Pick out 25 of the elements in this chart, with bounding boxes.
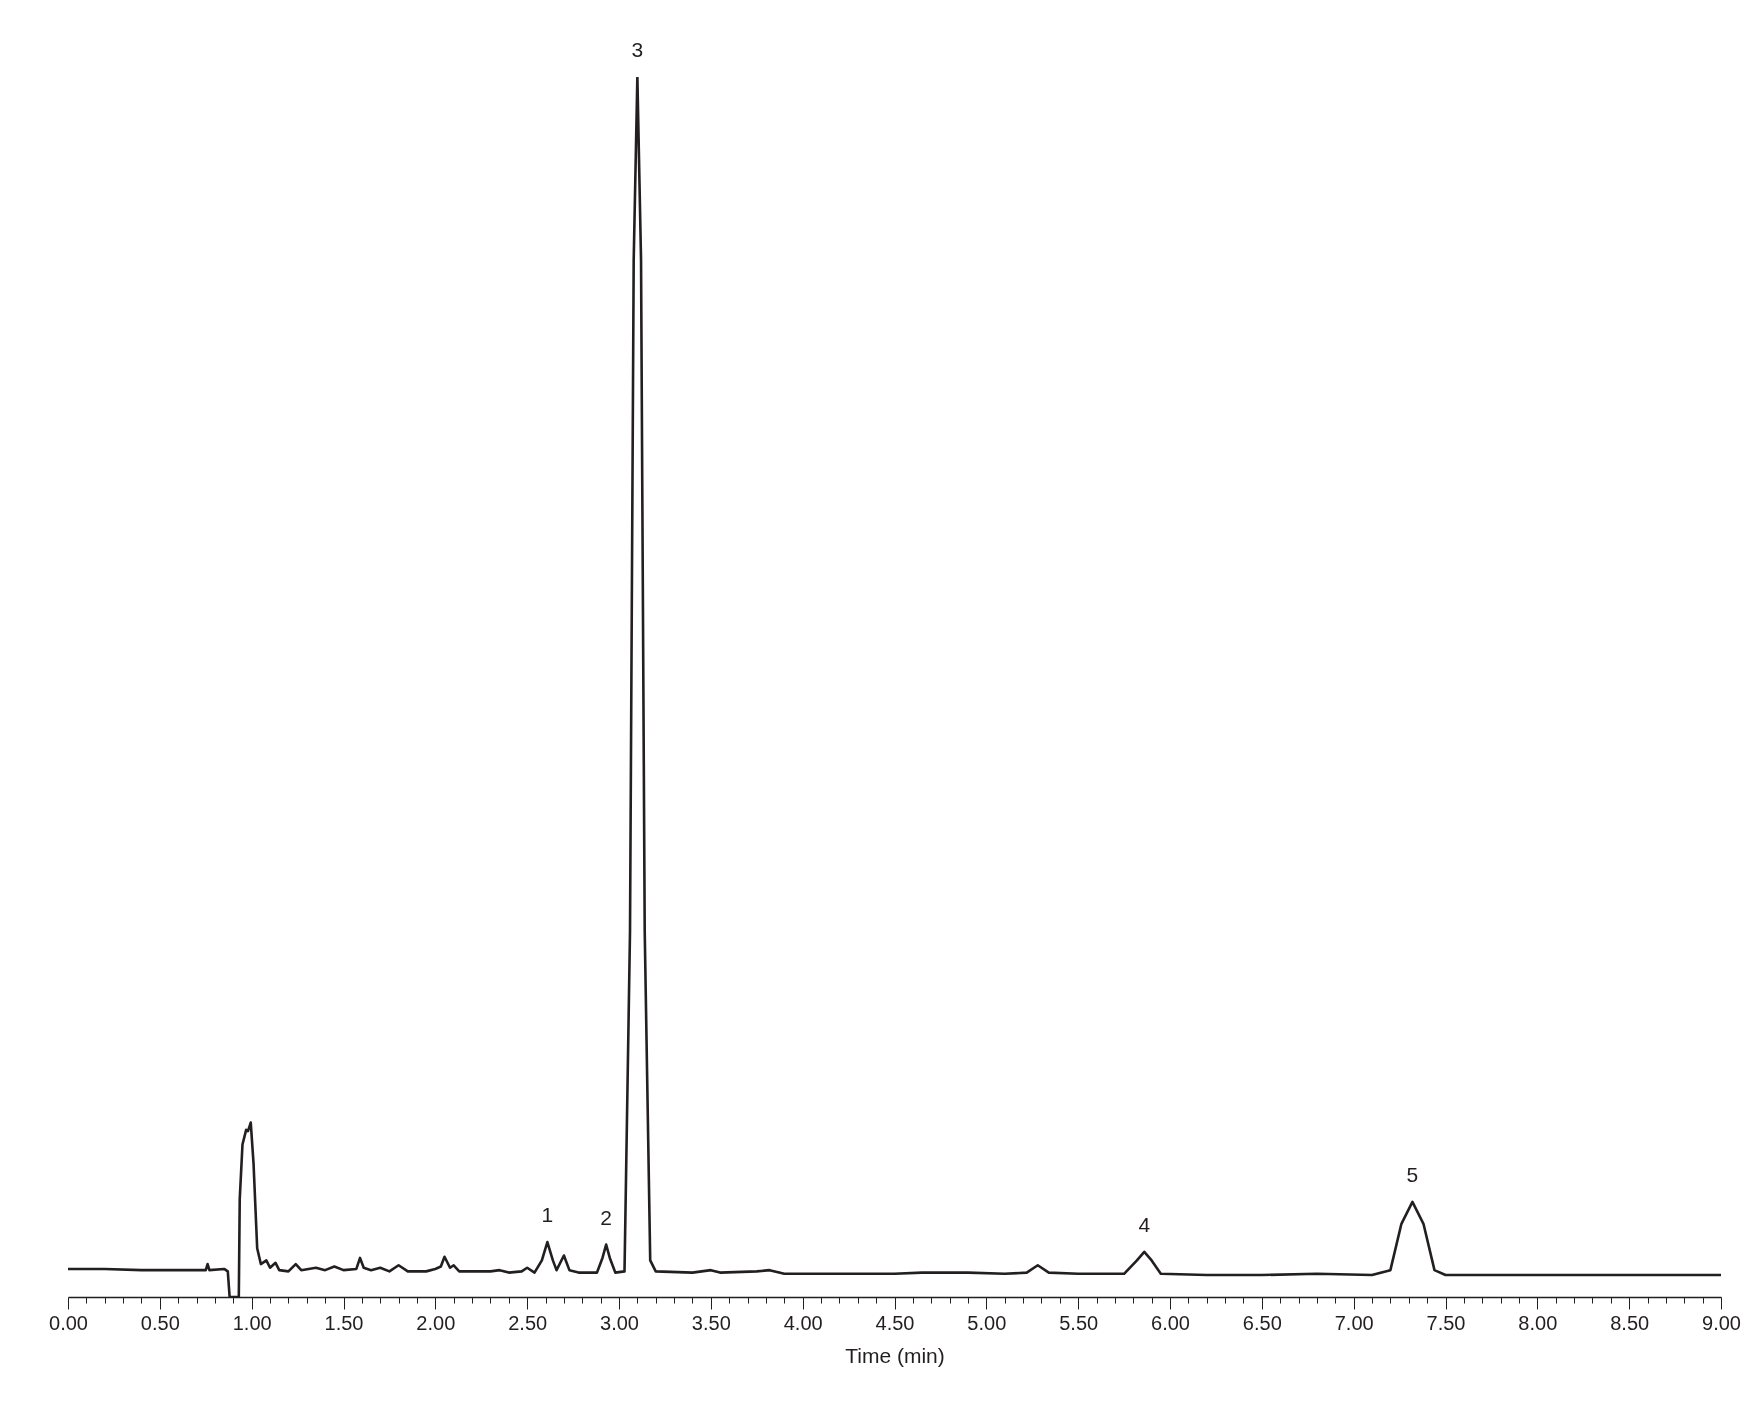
x-tick-label: 8.00 (1518, 1311, 1558, 1334)
x-tick-label: 7.50 (1426, 1311, 1466, 1334)
x-tick-label: 6.00 (1151, 1311, 1190, 1334)
x-tick-label: 3.00 (600, 1311, 639, 1334)
x-tick-label: 8.50 (1610, 1311, 1650, 1334)
x-tick-label: 5.50 (1059, 1311, 1099, 1334)
x-axis-title: Time (min) (845, 1343, 945, 1367)
annotation: 2 (600, 1205, 612, 1229)
x-tick-label: 9.00 (1702, 1311, 1741, 1334)
annotation: 4 (1138, 1212, 1151, 1236)
x-tick-label: 0.50 (140, 1311, 180, 1334)
x-tick-label: 2.50 (508, 1311, 548, 1334)
x-tick-label: 4.00 (783, 1311, 823, 1334)
x-tick-label: 3.50 (691, 1311, 731, 1334)
x-tick-label: 4.50 (875, 1311, 915, 1334)
annotation: 1 (541, 1203, 554, 1227)
x-tick-label: 0.00 (49, 1311, 88, 1334)
annotation: 5 (1406, 1162, 1419, 1186)
x-tick-label: 6.50 (1242, 1311, 1282, 1334)
x-tick-label: 1.00 (232, 1311, 272, 1334)
x-tick-label: 5.00 (967, 1311, 1007, 1334)
x-tick-label: 2.00 (416, 1311, 456, 1334)
x-tick-label: 1.50 (324, 1311, 364, 1334)
x-tick-label: 7.00 (1334, 1311, 1374, 1334)
annotation: 3 (631, 38, 644, 61)
